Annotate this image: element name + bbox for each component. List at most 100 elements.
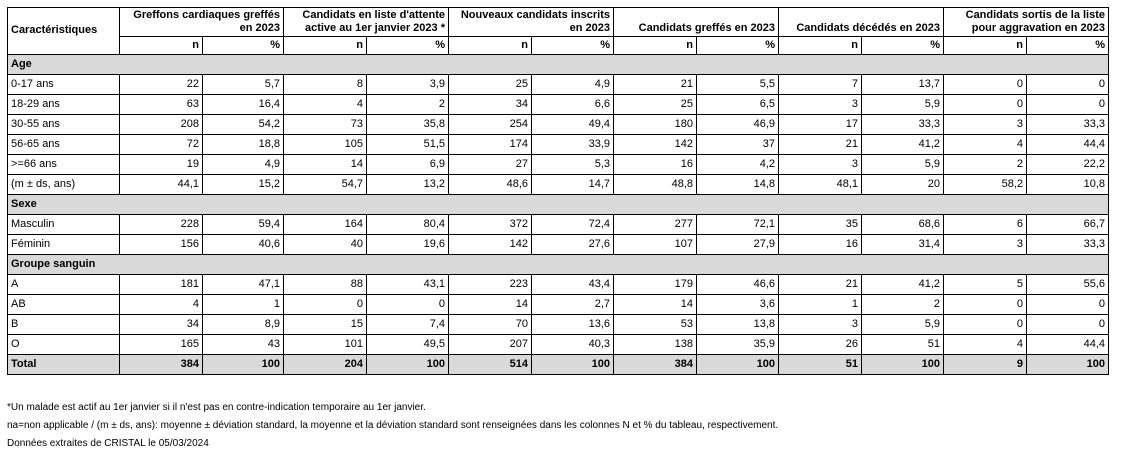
total-pct-cell: 100 bbox=[1026, 354, 1109, 375]
pct-cell: 22,2 bbox=[1026, 154, 1109, 175]
total-pct-cell: 100 bbox=[531, 354, 614, 375]
n-cell: 53 bbox=[613, 314, 697, 335]
n-cell: 3 bbox=[778, 314, 862, 335]
pct-cell: 51,5 bbox=[366, 134, 449, 155]
n-subheader: n bbox=[943, 36, 1027, 55]
n-subheader: n bbox=[613, 36, 697, 55]
total-n-cell: 514 bbox=[448, 354, 532, 375]
n-cell: 0 bbox=[943, 94, 1027, 115]
pct-cell: 18,8 bbox=[202, 134, 284, 155]
n-cell: 0 bbox=[283, 294, 367, 315]
total-n-cell: 384 bbox=[613, 354, 697, 375]
n-cell: 3 bbox=[778, 154, 862, 175]
pct-cell: 5,9 bbox=[861, 314, 944, 335]
total-n-cell: 204 bbox=[283, 354, 367, 375]
n-cell: 164 bbox=[283, 214, 367, 235]
row-label: 30-55 ans bbox=[7, 114, 120, 135]
n-cell: 34 bbox=[119, 314, 203, 335]
pct-cell: 20 bbox=[861, 174, 944, 195]
n-cell: 35 bbox=[778, 214, 862, 235]
n-cell: 174 bbox=[448, 134, 532, 155]
n-cell: 4 bbox=[943, 334, 1027, 355]
n-cell: 3 bbox=[943, 114, 1027, 135]
n-cell: 58,2 bbox=[943, 174, 1027, 195]
pct-cell: 0 bbox=[366, 294, 449, 315]
pct-cell: 14,7 bbox=[531, 174, 614, 195]
n-cell: 48,6 bbox=[448, 174, 532, 195]
pct-cell: 66,7 bbox=[1026, 214, 1109, 235]
row-label: O bbox=[7, 334, 120, 355]
pct-cell: 41,2 bbox=[861, 134, 944, 155]
total-n-cell: 51 bbox=[778, 354, 862, 375]
n-cell: 142 bbox=[448, 234, 532, 255]
n-cell: 19 bbox=[119, 154, 203, 175]
n-cell: 21 bbox=[778, 274, 862, 295]
n-cell: 3 bbox=[943, 234, 1027, 255]
pct-cell: 72,1 bbox=[696, 214, 779, 235]
n-cell: 44,1 bbox=[119, 174, 203, 195]
pct-cell: 19,6 bbox=[366, 234, 449, 255]
n-cell: 4 bbox=[119, 294, 203, 315]
pct-cell: 27,6 bbox=[531, 234, 614, 255]
table-row: O 165 43 101 49,5 207 40,3 138 35,9 26 51 4 44,4 bbox=[7, 334, 1109, 355]
row-label: Masculin bbox=[7, 214, 120, 235]
pct-cell: 46,6 bbox=[696, 274, 779, 295]
row-label: >=66 ans bbox=[7, 154, 120, 175]
pct-cell: 16,4 bbox=[202, 94, 284, 115]
pct-cell: 51 bbox=[861, 334, 944, 355]
pct-cell: 6,9 bbox=[366, 154, 449, 175]
total-n-cell: 384 bbox=[119, 354, 203, 375]
pct-cell: 4,2 bbox=[696, 154, 779, 175]
section-header-row: Groupe sanguin bbox=[7, 254, 1109, 275]
pct-cell: 8,9 bbox=[202, 314, 284, 335]
row-label: 0-17 ans bbox=[7, 74, 120, 95]
row-label: Féminin bbox=[7, 234, 120, 255]
pct-cell: 0 bbox=[1026, 74, 1109, 95]
n-cell: 26 bbox=[778, 334, 862, 355]
pct-cell: 44,4 bbox=[1026, 334, 1109, 355]
table-row: AB 4 1 0 0 14 2,7 14 3,6 1 2 0 0 bbox=[7, 294, 1109, 315]
n-cell: 48,8 bbox=[613, 174, 697, 195]
pct-subheader: % bbox=[531, 36, 614, 55]
pct-cell: 2 bbox=[861, 294, 944, 315]
n-cell: 0 bbox=[943, 74, 1027, 95]
table-row: Féminin 156 40,6 40 19,6 142 27,6 107 27,9 16 31,4… bbox=[7, 234, 1109, 255]
pct-cell: 13,7 bbox=[861, 74, 944, 95]
pct-cell: 0 bbox=[1026, 294, 1109, 315]
pct-cell: 43,4 bbox=[531, 274, 614, 295]
total-row: Total 384 100 204 100 514 100 384 100 51 100 9 100 bbox=[7, 354, 1109, 375]
total-label: Total bbox=[7, 354, 120, 375]
column-header: Candidats en liste d'attente active au 1… bbox=[283, 7, 449, 37]
n-cell: 105 bbox=[283, 134, 367, 155]
n-cell: 15 bbox=[283, 314, 367, 335]
pct-subheader: % bbox=[861, 36, 944, 55]
n-cell: 48,1 bbox=[778, 174, 862, 195]
pct-cell: 1 bbox=[202, 294, 284, 315]
row-label: 56-65 ans bbox=[7, 134, 120, 155]
pct-cell: 5,9 bbox=[861, 94, 944, 115]
row-label: A bbox=[7, 274, 120, 295]
n-cell: 208 bbox=[119, 114, 203, 135]
n-cell: 54,7 bbox=[283, 174, 367, 195]
n-cell: 14 bbox=[283, 154, 367, 175]
pct-cell: 5,5 bbox=[696, 74, 779, 95]
pct-cell: 46,9 bbox=[696, 114, 779, 135]
pct-cell: 6,5 bbox=[696, 94, 779, 115]
n-cell: 165 bbox=[119, 334, 203, 355]
total-pct-cell: 100 bbox=[202, 354, 284, 375]
pct-cell: 5,9 bbox=[861, 154, 944, 175]
pct-cell: 6,6 bbox=[531, 94, 614, 115]
pct-cell: 59,4 bbox=[202, 214, 284, 235]
pct-cell: 0 bbox=[1026, 94, 1109, 115]
table-row: 30-55 ans 208 54,2 73 35,8 254 49,4 180 46,9 17 33… bbox=[7, 114, 1109, 135]
pct-cell: 14,8 bbox=[696, 174, 779, 195]
n-cell: 40 bbox=[283, 234, 367, 255]
table-row: B 34 8,9 15 7,4 70 13,6 53 13,8 3 5,9 0 0 bbox=[7, 314, 1109, 335]
pct-cell: 2,7 bbox=[531, 294, 614, 315]
n-cell: 63 bbox=[119, 94, 203, 115]
row-label: (m ± ds, ans) bbox=[7, 174, 120, 195]
n-cell: 223 bbox=[448, 274, 532, 295]
pct-cell: 5,7 bbox=[202, 74, 284, 95]
pct-cell: 13,6 bbox=[531, 314, 614, 335]
pct-cell: 43,1 bbox=[366, 274, 449, 295]
